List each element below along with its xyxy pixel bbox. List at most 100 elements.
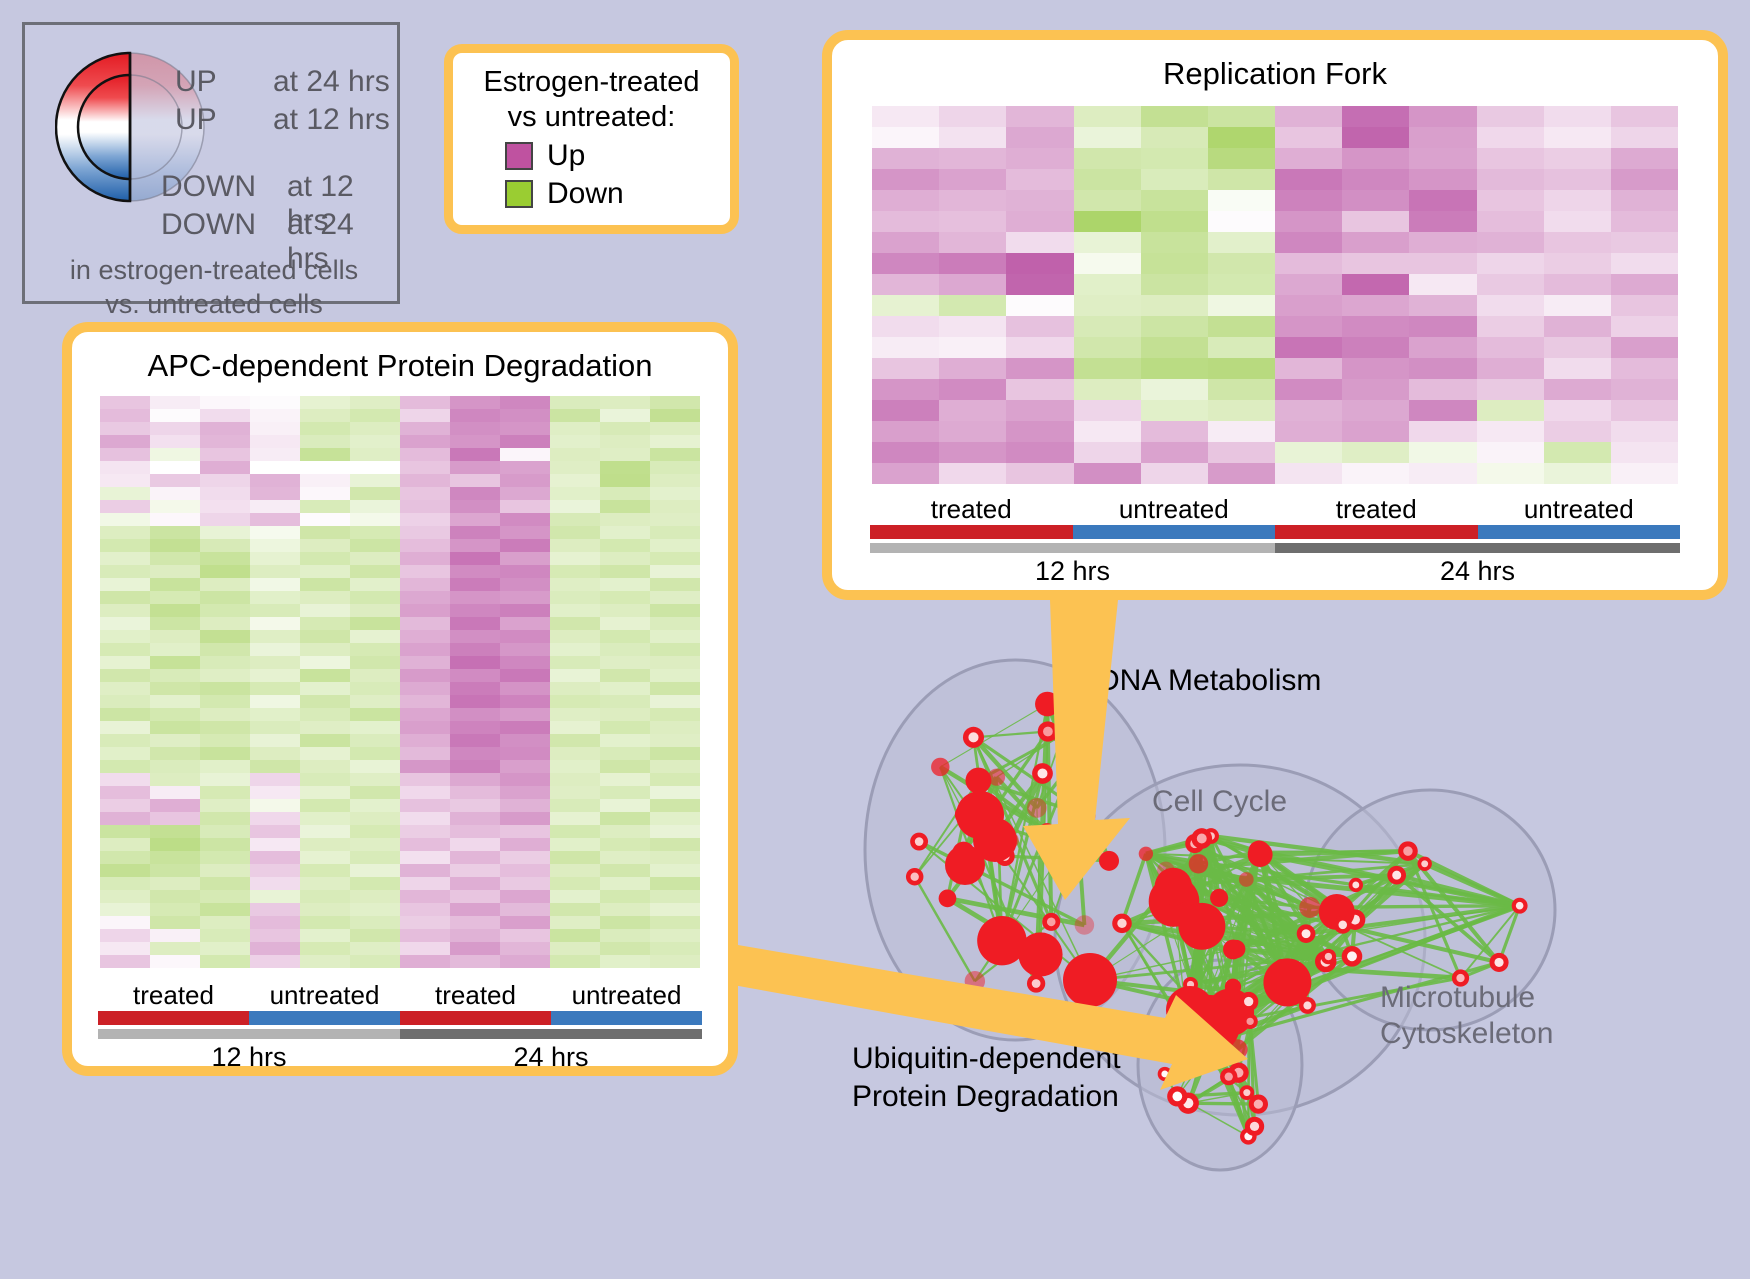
network-edge	[1165, 867, 1520, 909]
heatmap-cell	[1207, 253, 1276, 274]
heatmap-row	[100, 461, 700, 474]
network-node[interactable]	[1248, 840, 1271, 863]
heatmap-cell	[550, 409, 600, 422]
heatmap-cell	[200, 396, 250, 409]
heatmap-row	[100, 526, 700, 539]
heatmap-cell	[450, 617, 500, 630]
heatmap-cell	[1476, 421, 1544, 442]
heatmap-cell	[500, 500, 550, 513]
network-node[interactable]	[1238, 872, 1254, 887]
heatmap-cell	[400, 669, 450, 682]
heatmap-cell	[150, 799, 200, 812]
heatmap-cell	[500, 578, 550, 591]
heatmap-cell	[450, 851, 500, 864]
network-node[interactable]	[1026, 797, 1047, 818]
network-node[interactable]	[1154, 867, 1193, 906]
network-node[interactable]	[1063, 953, 1117, 1007]
time-label-apc-1: 24 hrs	[513, 1042, 589, 1072]
heatmap-cell	[250, 396, 300, 409]
network-node[interactable]	[1018, 932, 1063, 977]
heatmap-cell	[650, 851, 700, 864]
heatmap-cell	[600, 526, 650, 539]
heatmap-cell	[1342, 169, 1410, 190]
heatmap-cell	[939, 421, 1007, 442]
heatmap-cell	[650, 890, 700, 903]
heatmap-cell	[1275, 274, 1343, 295]
group-color-rf-2	[1275, 525, 1478, 539]
network-node[interactable]	[1178, 902, 1226, 950]
network-node[interactable]	[938, 889, 957, 908]
heatmap-cell	[1207, 295, 1276, 316]
heatmap-cell	[939, 337, 1007, 358]
heatmap-cell	[450, 695, 500, 708]
network-node[interactable]	[964, 970, 986, 992]
heatmap-cell	[450, 955, 500, 968]
network-node[interactable]	[931, 757, 950, 777]
heatmap-cell	[350, 786, 400, 799]
heatmap-cell	[400, 825, 450, 838]
heatmap-cell	[350, 708, 400, 721]
heatmap-cell	[150, 864, 200, 877]
heatmap-cell	[550, 747, 600, 760]
network-node[interactable]	[1074, 915, 1095, 935]
heatmap-cell	[1543, 442, 1611, 463]
heatmap-cell	[1543, 337, 1611, 358]
heatmap-cell	[1073, 232, 1141, 253]
heatmap-cell	[350, 864, 400, 877]
heatmap-cell	[450, 591, 500, 604]
network-node[interactable]	[987, 768, 1006, 786]
network-node[interactable]	[965, 767, 992, 794]
heatmap-cell	[350, 578, 400, 591]
heatmap-cell	[550, 448, 600, 461]
heatmap-cell	[600, 955, 650, 968]
heatmap-cell	[1006, 232, 1074, 253]
heatmap-row	[100, 929, 700, 942]
network-node[interactable]	[1166, 986, 1214, 1034]
group-label-apc-0: treated	[133, 980, 214, 1010]
network-node[interactable]	[1299, 896, 1321, 918]
network-node[interactable]	[1138, 846, 1154, 861]
network-node[interactable]	[973, 818, 1017, 862]
heatmap-cell	[550, 695, 600, 708]
heatmap-cell	[1140, 400, 1208, 421]
heatmap-cell	[872, 337, 940, 358]
heatmap-cell	[100, 578, 150, 591]
network-node[interactable]	[1064, 754, 1082, 771]
network-node[interactable]	[945, 845, 985, 885]
heatmap-row	[100, 422, 700, 435]
heatmap-cell	[400, 500, 450, 513]
heatmap-cell	[872, 127, 940, 148]
network-node[interactable]	[1099, 850, 1120, 871]
network-node[interactable]	[1223, 939, 1243, 960]
heatmap-cell	[350, 721, 400, 734]
network-node[interactable]	[1188, 854, 1209, 874]
legend-label-down: Down	[547, 177, 624, 210]
heatmap-cell	[300, 864, 350, 877]
heatmap-cell	[400, 617, 450, 630]
heatmap-cell	[550, 864, 600, 877]
heatmap-cell	[1207, 463, 1276, 484]
heatmap-cell	[150, 851, 200, 864]
network-node[interactable]	[1263, 958, 1312, 1007]
heatmap-cell	[500, 617, 550, 630]
group-color-rf-1	[1072, 525, 1275, 539]
heatmap-cell	[1409, 400, 1477, 421]
network-node[interactable]	[1079, 807, 1096, 824]
heatmap-cell	[200, 773, 250, 786]
heatmap-cell	[400, 487, 450, 500]
group-label-rf-3: untreated	[1523, 494, 1634, 524]
heatmap-cell	[450, 539, 500, 552]
heatmap-cell	[250, 773, 300, 786]
heatmap-cell	[100, 422, 150, 435]
heatmap-cell	[1073, 253, 1141, 274]
network-node[interactable]	[1210, 888, 1229, 907]
heatmap-cell	[600, 786, 650, 799]
heatmap-cell	[450, 487, 500, 500]
heatmap-cell	[400, 760, 450, 773]
heatmap-cell	[1207, 148, 1276, 169]
heatmap-cell	[1006, 211, 1074, 232]
heatmap-cell	[650, 630, 700, 643]
heatmap-cell	[200, 955, 250, 968]
heatmap-cell	[600, 539, 650, 552]
network-node[interactable]	[1035, 691, 1060, 717]
